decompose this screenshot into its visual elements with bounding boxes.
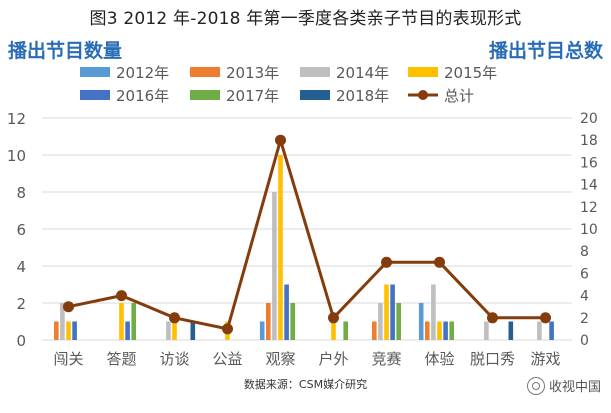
y2-tick-label-right: 10 <box>580 222 598 238</box>
y-tick-label-left: 10 <box>7 147 26 165</box>
watermark-right-text: 收视中国 <box>548 380 601 395</box>
bar-2013年-竞赛 <box>372 321 377 340</box>
bar-2013年-体验 <box>425 321 430 340</box>
bar-2015年-竞赛 <box>384 284 389 340</box>
bar-2015年-观察 <box>278 155 283 340</box>
bar-2017年-竞赛 <box>396 303 401 340</box>
bar-2016年-游戏 <box>549 321 554 340</box>
bar-2014年-竞赛 <box>378 303 383 340</box>
total-point-观察 <box>275 134 286 146</box>
x-tick-label: 户外 <box>318 350 348 368</box>
source-note: 数据来源：CSM媒介研究 <box>243 378 368 391</box>
bar-2012年-观察 <box>259 321 265 340</box>
bar-2013年-闯关 <box>54 321 59 340</box>
bar-2013年-观察 <box>266 303 271 340</box>
legend-swatch-2016年 <box>80 90 110 100</box>
y-tick-label-left: 2 <box>16 295 26 313</box>
x-tick-label: 体验 <box>424 350 454 368</box>
y-axis-title-left: 播出节目数量 <box>8 40 123 62</box>
legend-swatch-2018年 <box>300 90 330 100</box>
y-tick-label-left: 0 <box>16 332 26 350</box>
x-tick-label: 观察 <box>265 350 295 368</box>
bar-2012年-体验 <box>418 303 424 340</box>
x-tick-label: 答题 <box>106 350 136 368</box>
y-tick-label-left: 12 <box>7 110 26 128</box>
legend-swatch-2015年 <box>408 67 438 77</box>
bar-2015年-闯关 <box>66 321 71 340</box>
bar-2015年-体验 <box>437 321 442 340</box>
bar-2016年-竞赛 <box>390 284 395 340</box>
bar-2016年-观察 <box>284 284 289 340</box>
wechat-logo-icon <box>526 376 545 395</box>
bar-2016年-体验 <box>443 321 448 340</box>
legend-label-2012年: 2012年 <box>116 64 169 82</box>
total-point-游戏 <box>540 312 551 324</box>
bar-2016年-答题 <box>125 321 130 340</box>
y2-tick-label-right: 20 <box>580 111 598 127</box>
y2-tick-label-right: 8 <box>580 244 589 260</box>
bar-2018年-脱口秀 <box>508 321 514 340</box>
y-axis-title-right: 播出节目总数 <box>488 40 603 62</box>
y2-tick-label-right: 18 <box>580 133 598 149</box>
legend-label-2013年: 2013年 <box>226 64 279 82</box>
bar-2017年-体验 <box>449 321 454 340</box>
legend-label-total: 总计 <box>444 87 474 105</box>
x-tick-label: 竞赛 <box>371 350 401 368</box>
x-tick-label: 公益 <box>212 350 242 368</box>
y-tick-label-left: 6 <box>16 221 26 239</box>
legend-label-2017年: 2017年 <box>226 87 279 105</box>
total-point-体验 <box>434 256 445 268</box>
x-tick-label: 闯关 <box>53 350 83 368</box>
y2-tick-label-right: 4 <box>580 289 589 305</box>
bar-2014年-体验 <box>431 284 436 340</box>
y2-tick-label-right: 2 <box>580 311 589 327</box>
y2-tick-label-right: 0 <box>580 333 589 349</box>
legend-swatch-2012年 <box>80 67 110 77</box>
total-point-答题 <box>116 290 127 302</box>
total-point-脱口秀 <box>487 312 498 324</box>
bar-2014年-游戏 <box>537 321 542 340</box>
bar-2014年-脱口秀 <box>484 321 489 340</box>
bar-2014年-访谈 <box>166 321 171 340</box>
bar-2014年-闯关 <box>60 303 65 340</box>
y2-tick-label-right: 12 <box>580 200 598 216</box>
y-tick-label-left: 8 <box>16 184 26 202</box>
bar-2016年-闯关 <box>72 321 77 340</box>
y-tick-label-left: 4 <box>16 258 26 276</box>
bar-2018年-访谈 <box>190 321 196 340</box>
bar-2014年-观察 <box>272 192 277 340</box>
legend-label-2014年: 2014年 <box>336 64 389 82</box>
legend-label-2018年: 2018年 <box>336 87 389 105</box>
bar-2017年-户外 <box>343 321 348 340</box>
total-line <box>68 134 546 331</box>
legend-swatch-2014年 <box>300 67 330 77</box>
y2-tick-label-right: 14 <box>580 178 598 194</box>
y2-tick-label-right: 16 <box>580 155 598 171</box>
legend-swatch-2017年 <box>190 90 220 100</box>
bar-2017年-答题 <box>131 303 136 340</box>
x-tick-label: 游戏 <box>530 350 560 368</box>
bar-2015年-答题 <box>119 303 124 340</box>
total-point-公益 <box>222 323 233 335</box>
x-tick-label: 脱口秀 <box>470 350 515 368</box>
chart-title: 图3 2012 年-2018 年第一季度各类亲子节目的表现形式 <box>89 9 522 29</box>
bar-2015年-户外 <box>331 321 336 340</box>
total-point-户外 <box>328 312 339 324</box>
total-point-闯关 <box>63 301 74 313</box>
bar-2015年-访谈 <box>172 321 177 340</box>
legend-swatch-2013年 <box>190 67 220 77</box>
x-tick-label: 访谈 <box>159 350 189 368</box>
legend-marker-total <box>418 90 428 100</box>
total-point-竞赛 <box>381 256 392 268</box>
bar-2017年-观察 <box>290 303 295 340</box>
watermark-right: 收视中国 <box>526 376 601 395</box>
legend-label-2015年: 2015年 <box>444 64 497 82</box>
y2-tick-label-right: 6 <box>580 266 589 282</box>
total-point-访谈 <box>169 312 180 324</box>
legend-label-2016年: 2016年 <box>116 87 169 105</box>
